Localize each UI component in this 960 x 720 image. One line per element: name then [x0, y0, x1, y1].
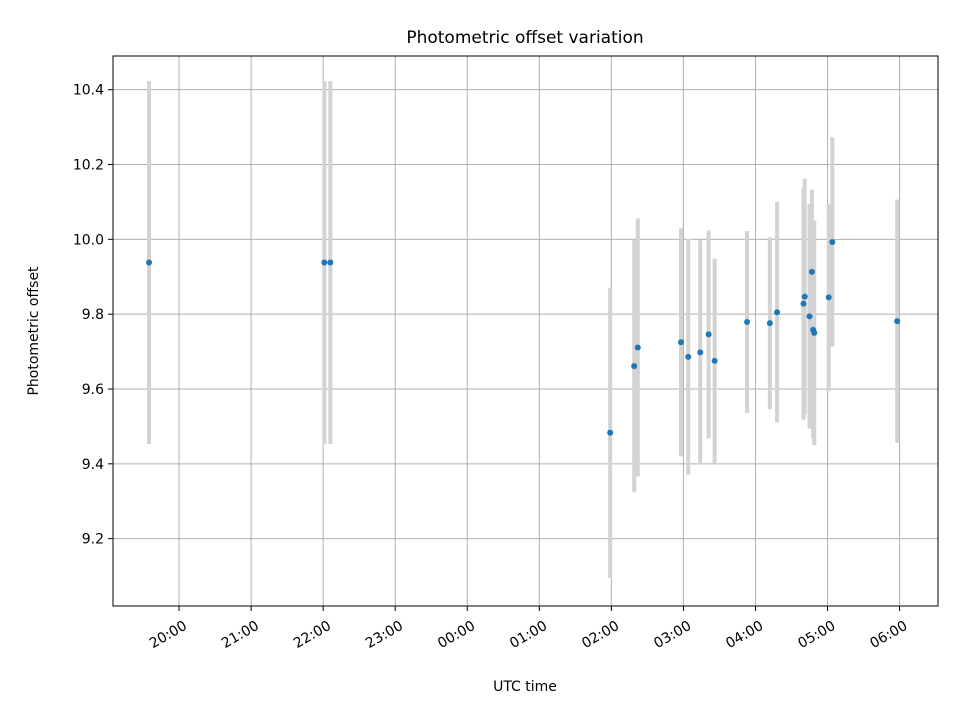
data-point [321, 259, 328, 266]
y-tick-label: 10.4 [73, 83, 104, 99]
data-point [811, 329, 818, 336]
data-point [685, 353, 692, 360]
data-point [829, 238, 836, 245]
data-point [808, 268, 815, 275]
data-point [705, 331, 712, 338]
data-points [146, 238, 901, 436]
data-point [678, 339, 685, 346]
data-point [697, 349, 704, 356]
data-point [711, 357, 718, 364]
data-point [825, 294, 832, 301]
y-tick-label: 9.8 [82, 307, 104, 323]
x-axis-label: UTC time [493, 679, 557, 695]
data-point [800, 300, 807, 307]
chart-title: Photometric offset variation [406, 28, 643, 48]
y-axis-label: Photometric offset [26, 266, 42, 396]
data-point [801, 293, 808, 300]
data-point [774, 309, 781, 316]
y-tick-label: 9.2 [82, 532, 104, 548]
y-tick-label: 10.2 [73, 158, 104, 174]
data-point [146, 259, 153, 266]
data-point [634, 344, 641, 351]
data-point [327, 259, 334, 266]
y-axis-ticks: 9.2 9.4 9.6 9.8 10.0 10.2 10.4 [73, 83, 113, 548]
data-point [806, 313, 813, 320]
data-point [607, 429, 614, 436]
y-tick-label: 9.4 [82, 457, 104, 473]
y-tick-label: 10.0 [73, 232, 104, 248]
data-point [631, 363, 638, 370]
axes-frame [112, 55, 939, 607]
data-point [766, 320, 773, 327]
y-tick-label: 9.6 [82, 382, 104, 398]
data-point [744, 319, 751, 326]
data-point [894, 318, 901, 325]
